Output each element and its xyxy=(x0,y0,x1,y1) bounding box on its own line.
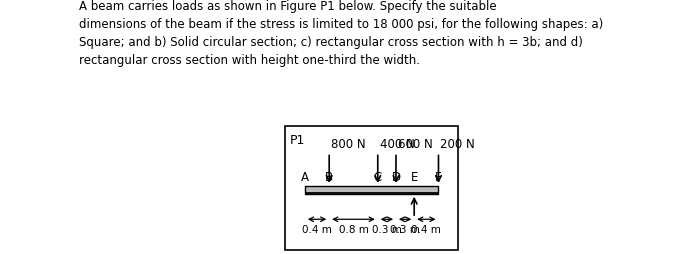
Text: 0.4 m: 0.4 m xyxy=(411,224,441,234)
Text: E: E xyxy=(411,170,418,183)
Text: 400 N: 400 N xyxy=(380,137,415,150)
Text: 800 N: 800 N xyxy=(331,137,366,150)
Text: 0.3 m: 0.3 m xyxy=(390,224,420,234)
FancyBboxPatch shape xyxy=(305,186,439,194)
Text: 200 N: 200 N xyxy=(441,137,475,150)
Text: 0.8 m: 0.8 m xyxy=(338,224,368,234)
Text: F: F xyxy=(435,170,442,183)
Text: 0.4 m: 0.4 m xyxy=(302,224,332,234)
Text: 600 N: 600 N xyxy=(398,137,432,150)
FancyBboxPatch shape xyxy=(305,186,439,188)
Text: P1: P1 xyxy=(290,134,305,147)
FancyBboxPatch shape xyxy=(286,126,458,250)
FancyBboxPatch shape xyxy=(305,193,439,194)
Text: 0.3 m: 0.3 m xyxy=(372,224,402,234)
Text: A: A xyxy=(301,170,309,183)
Text: C: C xyxy=(374,170,382,183)
Text: D: D xyxy=(391,170,400,183)
Text: A beam carries loads as shown in Figure P1 below. Specify the suitable
dimension: A beam carries loads as shown in Figure … xyxy=(79,0,603,67)
Text: B: B xyxy=(325,170,333,183)
